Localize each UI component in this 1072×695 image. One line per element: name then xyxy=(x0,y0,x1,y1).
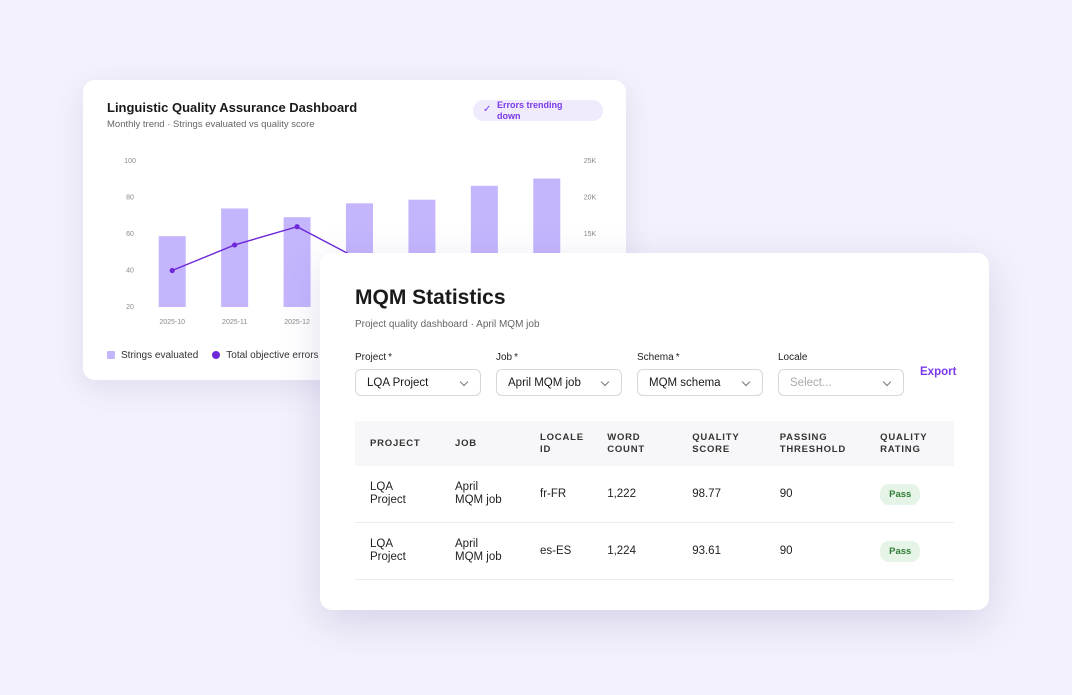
bar xyxy=(221,208,249,307)
column-header-text: PROJECT xyxy=(370,437,421,449)
y-tick-label: 40 xyxy=(126,267,134,274)
column-header: LOCALE ID xyxy=(525,421,593,466)
legend: Strings evaluated Total objective errors xyxy=(107,350,319,361)
filter-label-text: Schema xyxy=(637,352,674,363)
cell-text: es-ES xyxy=(540,544,572,557)
cell-text: April MQM job xyxy=(455,481,502,506)
chart-title: Linguistic Quality Assurance Dashboard xyxy=(107,100,358,115)
header-row: PROJECT JOB LOCALE ID WORD COUNT QUALITY SCO… xyxy=(355,421,954,466)
page-subtitle: Project quality dashboard · April MQM jo… xyxy=(355,319,540,330)
filter-label-text: Project xyxy=(355,352,387,363)
dropdown[interactable]: Select... xyxy=(778,369,904,396)
table-cell: 90 xyxy=(764,522,866,580)
badge-text: Errors trending down xyxy=(497,100,563,121)
cell-text: fr-FR xyxy=(540,487,567,500)
column-header: QUALITY RATING xyxy=(865,421,954,466)
point xyxy=(294,224,300,230)
legend-label: Total objective errors xyxy=(226,350,319,361)
cell-text: 90 xyxy=(779,487,793,500)
required-marker: * xyxy=(514,352,519,363)
filter-label: Locale xyxy=(778,352,807,363)
badge: ✓ Errors trending down xyxy=(473,100,603,121)
filter-label: Job * xyxy=(496,352,518,363)
dropdown[interactable]: April MQM job xyxy=(496,369,622,396)
cell-text: 1,224 xyxy=(607,544,636,557)
dropdown-value: April MQM job xyxy=(508,377,581,389)
column-header-text: QUALITY RATING xyxy=(880,431,928,455)
y-tick-label: 100 xyxy=(124,158,136,165)
cell-text: LQA Project xyxy=(370,538,406,563)
bar xyxy=(283,217,311,307)
y-tick-label: 20 xyxy=(126,304,134,311)
column-header: WORD COUNT xyxy=(592,421,678,466)
point xyxy=(232,242,238,248)
table-cell: Pass xyxy=(865,522,954,580)
table-cell: fr-FR xyxy=(525,466,593,523)
x-tick-label: 2025-10 xyxy=(159,319,185,326)
table-row: LQA Project April MQM job es-ES 1,224 93.61 9… xyxy=(355,522,954,580)
chart-subtitle: Monthly trend · Strings evaluated vs qua… xyxy=(107,119,315,130)
dropdown-value: MQM schema xyxy=(649,377,721,389)
y2-tick-label: 25K xyxy=(584,158,597,165)
table-cell: es-ES xyxy=(525,522,593,580)
filter-label-text: Job xyxy=(496,352,513,363)
column-header: QUALITY SCORE xyxy=(677,421,765,466)
table-body: LQA Project April MQM job fr-FR 1,222 98.77 9… xyxy=(355,466,954,580)
y2-tick-label: 20K xyxy=(584,194,597,201)
table-cell: 90 xyxy=(764,466,866,523)
rating-pill: Pass xyxy=(880,483,921,505)
table-cell: 98.77 xyxy=(677,466,765,523)
cell-text: 93.61 xyxy=(692,544,721,557)
legend-label: Strings evaluated xyxy=(121,350,199,361)
column-header-text: QUALITY SCORE xyxy=(692,431,740,455)
filter-label-text: Locale xyxy=(778,352,808,363)
legend-swatch xyxy=(107,351,115,359)
rating-pill: Pass xyxy=(880,540,921,562)
column-header-text: LOCALE ID xyxy=(540,431,584,455)
cell-text: 1,222 xyxy=(607,487,636,500)
cell-text: April MQM job xyxy=(455,538,502,563)
check-icon: ✓ xyxy=(483,104,492,115)
required-marker: * xyxy=(388,352,393,363)
dropdown-placeholder: Select... xyxy=(790,377,832,389)
dropdown[interactable]: MQM schema xyxy=(637,369,763,396)
required-marker: * xyxy=(675,352,680,363)
table-cell: LQA Project xyxy=(355,522,440,580)
x-tick-label: 2025-12 xyxy=(284,319,310,326)
cell-text: 90 xyxy=(779,544,793,557)
filter-label: Schema * xyxy=(637,352,680,363)
table-cell: LQA Project xyxy=(355,466,440,523)
y-tick-label: 80 xyxy=(126,194,134,201)
mqm-card: MQM Statistics Project quality dashboard… xyxy=(320,253,989,610)
table-cell: 93.61 xyxy=(677,522,765,580)
y2-tick-label: 15K xyxy=(584,231,597,238)
column-header: PASSING THRESHOLD xyxy=(764,421,866,466)
legend-swatch xyxy=(212,351,221,359)
table-row: LQA Project April MQM job fr-FR 1,222 98.77 9… xyxy=(355,466,954,523)
dropdown[interactable]: LQA Project xyxy=(355,369,481,396)
column-header-text: JOB xyxy=(455,437,477,449)
page-title: MQM Statistics xyxy=(355,286,506,309)
table-cell: April MQM job xyxy=(440,522,525,580)
column-header: JOB xyxy=(440,421,525,466)
filter-label: Project * xyxy=(355,352,392,363)
column-header-text: WORD COUNT xyxy=(607,431,645,455)
cell-text: LQA Project xyxy=(370,481,406,506)
line xyxy=(171,225,360,272)
point xyxy=(169,267,175,274)
y-tick-label: 60 xyxy=(126,231,134,238)
table-cell: Pass xyxy=(865,466,954,523)
export-button[interactable]: Export xyxy=(920,366,957,378)
cell-text: 98.77 xyxy=(692,487,721,500)
dropdown-value: LQA Project xyxy=(367,377,429,389)
x-tick-label: 2025-11 xyxy=(222,319,247,326)
table-cell: 1,222 xyxy=(592,466,678,523)
table-cell: 1,224 xyxy=(592,522,678,580)
column-header-text: PASSING THRESHOLD xyxy=(779,431,847,455)
table-cell: April MQM job xyxy=(440,466,525,523)
stats-table: PROJECT JOB LOCALE ID WORD COUNT QUALITY SCO… xyxy=(355,421,954,580)
column-header: PROJECT xyxy=(355,421,440,466)
